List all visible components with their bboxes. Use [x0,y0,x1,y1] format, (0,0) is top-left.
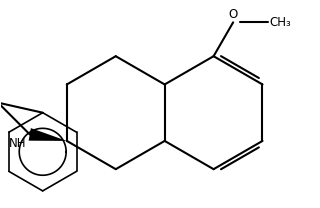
Text: CH₃: CH₃ [269,16,291,29]
Polygon shape [29,128,67,141]
Text: O: O [228,8,238,21]
Text: NH: NH [9,137,27,150]
